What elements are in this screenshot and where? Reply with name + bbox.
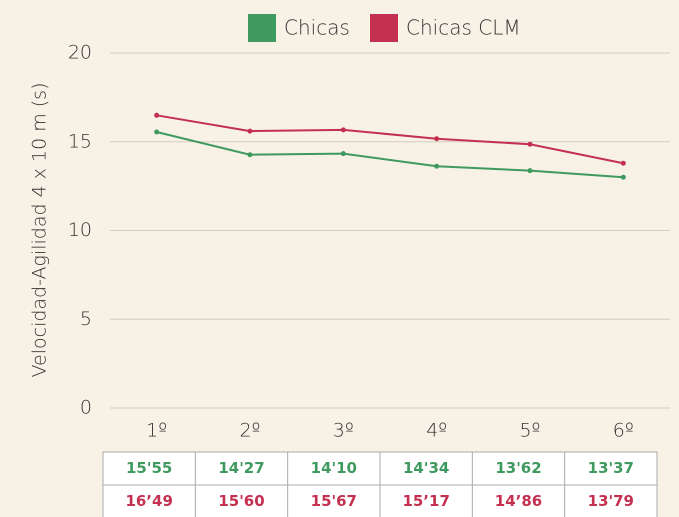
- legend-label: Chicas: [284, 16, 350, 40]
- x-tick-label: 5º: [519, 420, 540, 442]
- point: [340, 151, 346, 157]
- table-cell: 14'27: [218, 459, 264, 477]
- table-cell: 15'67: [311, 492, 357, 510]
- table-cell: 13'79: [588, 492, 634, 510]
- point: [620, 174, 626, 180]
- line: [156, 131, 624, 179]
- legend-swatch: [248, 14, 276, 42]
- legend-swatch: [370, 14, 398, 42]
- table-cell: 13'62: [495, 459, 541, 477]
- point: [247, 128, 253, 134]
- y-tick-label: 5: [80, 308, 92, 330]
- point: [620, 160, 626, 166]
- table-cell: 14'10: [311, 459, 357, 477]
- x-tick-label: 6º: [613, 420, 634, 442]
- table-cell: 16’49: [125, 492, 172, 510]
- point: [527, 168, 533, 174]
- table-cell: 14'34: [403, 459, 449, 477]
- legend-label: Chicas CLM: [406, 16, 521, 40]
- point: [340, 127, 346, 133]
- x-tick-label: 2º: [239, 420, 260, 442]
- y-tick-label: 0: [80, 397, 92, 419]
- point: [247, 152, 253, 158]
- point: [527, 141, 533, 147]
- table-cell: 15'55: [126, 459, 172, 477]
- point: [154, 112, 160, 118]
- x-tick-label: 4º: [426, 420, 447, 442]
- y-tick-label: 10: [68, 219, 92, 241]
- point: [434, 163, 440, 169]
- y-axis-label: Velocidad-Agilidad 4 x 10 m (s): [29, 83, 51, 378]
- x-tick-label: 3º: [333, 420, 354, 442]
- table-cell: 14’86: [495, 492, 542, 510]
- point: [434, 136, 440, 142]
- table-cell: 13'37: [588, 459, 634, 477]
- point: [154, 129, 160, 135]
- table-cell: 15'60: [218, 492, 264, 510]
- line: [156, 114, 624, 165]
- y-tick-label: 15: [68, 130, 92, 152]
- x-tick-label: 1º: [146, 420, 167, 442]
- y-tick-label: 20: [68, 42, 92, 64]
- table-cell: 15’17: [402, 492, 449, 510]
